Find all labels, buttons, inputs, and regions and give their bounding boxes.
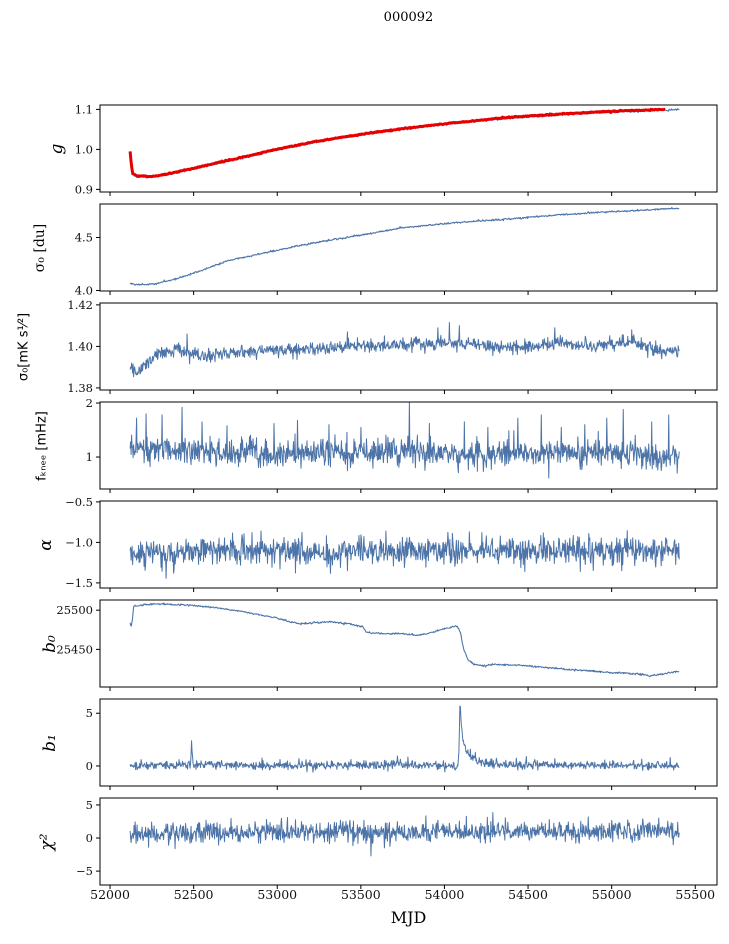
ytick-label: 0 (86, 759, 93, 773)
series-b1 (129, 705, 680, 773)
subplot-b1: 05 (86, 698, 718, 790)
ytick-label: 25450 (56, 642, 93, 656)
subplot-g: 0.9 1.0 1.1 (75, 102, 718, 196)
series-sigma0-du (129, 206, 680, 286)
ytick-label: −1.5 (65, 576, 93, 590)
ytick-label: 4.0 (75, 283, 93, 297)
series-fknee (129, 402, 680, 479)
ylabel-fknee: fₖₙₑₑ [mHz] (34, 410, 50, 481)
ytick-label: −5 (76, 864, 93, 878)
subplot-frame-g (99, 104, 718, 193)
xtick-label: 55500 (675, 887, 715, 902)
ytick-label: 0.9 (75, 182, 93, 196)
subplot-frame-chi2 (99, 797, 718, 886)
subplot-frame-b0 (99, 599, 718, 688)
subplot-fknee: 12 (86, 396, 718, 493)
ytick-label: 4.5 (75, 230, 93, 244)
ylabel-b0: b₀ (40, 634, 60, 653)
series-g-measured (129, 108, 680, 178)
xtick-label: 52500 (174, 887, 214, 902)
subplot-chi2: −5 0 5 52000 52500 53000 53500 54000 54500 55000 5… (76, 797, 718, 902)
series-chi2 (129, 812, 680, 857)
xtick-label: 53500 (341, 887, 381, 902)
xtick-label: 55000 (592, 887, 632, 902)
ytick-label: 25500 (56, 603, 93, 617)
ylabel-chi2: χ² (37, 832, 57, 851)
subplot-sigma0-mK: 1.38 1.40 1.42 (67, 298, 718, 395)
ytick-label: 2 (86, 396, 93, 410)
ytick-label: 1.40 (67, 339, 93, 353)
ylabel-alpha: α (36, 538, 56, 551)
figure-title: 000092 (383, 10, 434, 25)
ytick-label: −0.5 (65, 495, 93, 509)
xtick-label: 54000 (425, 887, 465, 902)
ytick-label: 1.38 (67, 381, 93, 395)
ylabel-sigma0-du: σ₀ [du] (32, 223, 48, 272)
ytick-label: 1.1 (75, 102, 93, 116)
xtick-label: 52000 (90, 887, 130, 902)
ytick-label: −1.0 (65, 535, 93, 549)
subplot-frame-sigma0-du (99, 203, 718, 292)
subplot-b0: 25450 25500 (56, 599, 718, 691)
series-g-fit (128, 107, 666, 179)
ytick-label: 1 (86, 450, 93, 464)
xtick-label: 54500 (508, 887, 548, 902)
series-alpha (129, 530, 680, 579)
ylabel-sigma0-mK: σ₀[mK s¹⁄²] (16, 312, 32, 381)
subplot-sigma0-du: 4.0 4.5 (75, 203, 718, 297)
ytick-label: 1.42 (67, 298, 93, 312)
series-sigma0-mK (129, 322, 680, 378)
x-axis-label: MJD (390, 908, 427, 927)
ytick-label: 1.0 (75, 142, 93, 156)
ytick-label: 0 (86, 831, 93, 845)
xtick-label: 53000 (257, 887, 297, 902)
ylabel-b1: b₁ (40, 733, 60, 752)
subplot-frame-alpha (99, 500, 718, 589)
ylabel-g: g (47, 143, 67, 154)
series-b0 (129, 602, 680, 678)
ytick-label: 5 (86, 706, 93, 720)
subplot-frame-fknee (99, 401, 718, 490)
subplot-frame-b1 (99, 698, 718, 787)
subplot-alpha: −0.5 −1.0 −1.5 (65, 495, 718, 592)
ytick-label: 5 (86, 798, 93, 812)
